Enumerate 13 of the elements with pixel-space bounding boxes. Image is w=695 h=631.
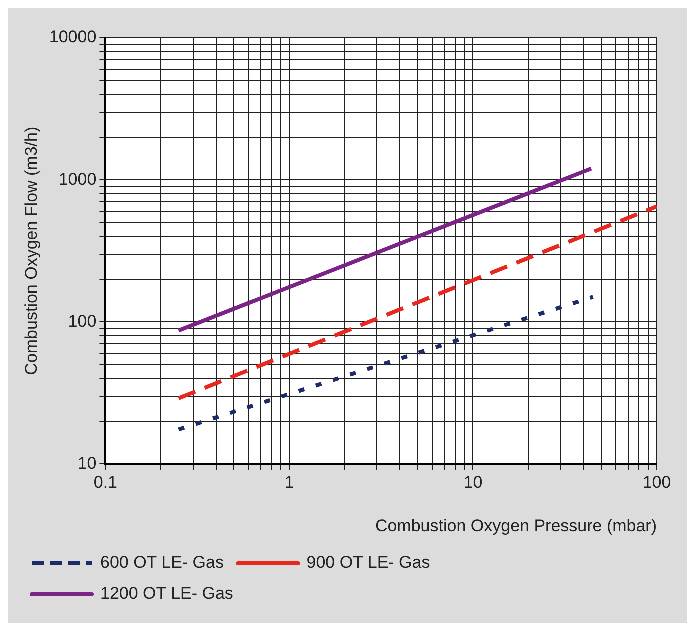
x-tick-label: 0.1	[94, 473, 118, 492]
legend-label: 900 OT LE- Gas	[306, 553, 430, 572]
x-tick-label: 10	[464, 473, 483, 492]
x-tick-label: 1	[284, 473, 294, 492]
y-tick-label: 10000	[49, 28, 97, 47]
x-tick-label: 100	[642, 473, 672, 492]
y-axis-title: Combustion Oxygen Flow (m3/h)	[22, 126, 41, 376]
y-tick-label: 100	[68, 312, 97, 331]
y-tick-label: 10	[78, 454, 97, 473]
x-axis-title: Combustion Oxygen Pressure (mbar)	[375, 516, 657, 536]
legend-label: 600 OT LE- Gas	[100, 553, 224, 572]
y-tick-label: 1000	[58, 170, 97, 189]
legend-label: 1200 OT LE- Gas	[100, 584, 234, 604]
